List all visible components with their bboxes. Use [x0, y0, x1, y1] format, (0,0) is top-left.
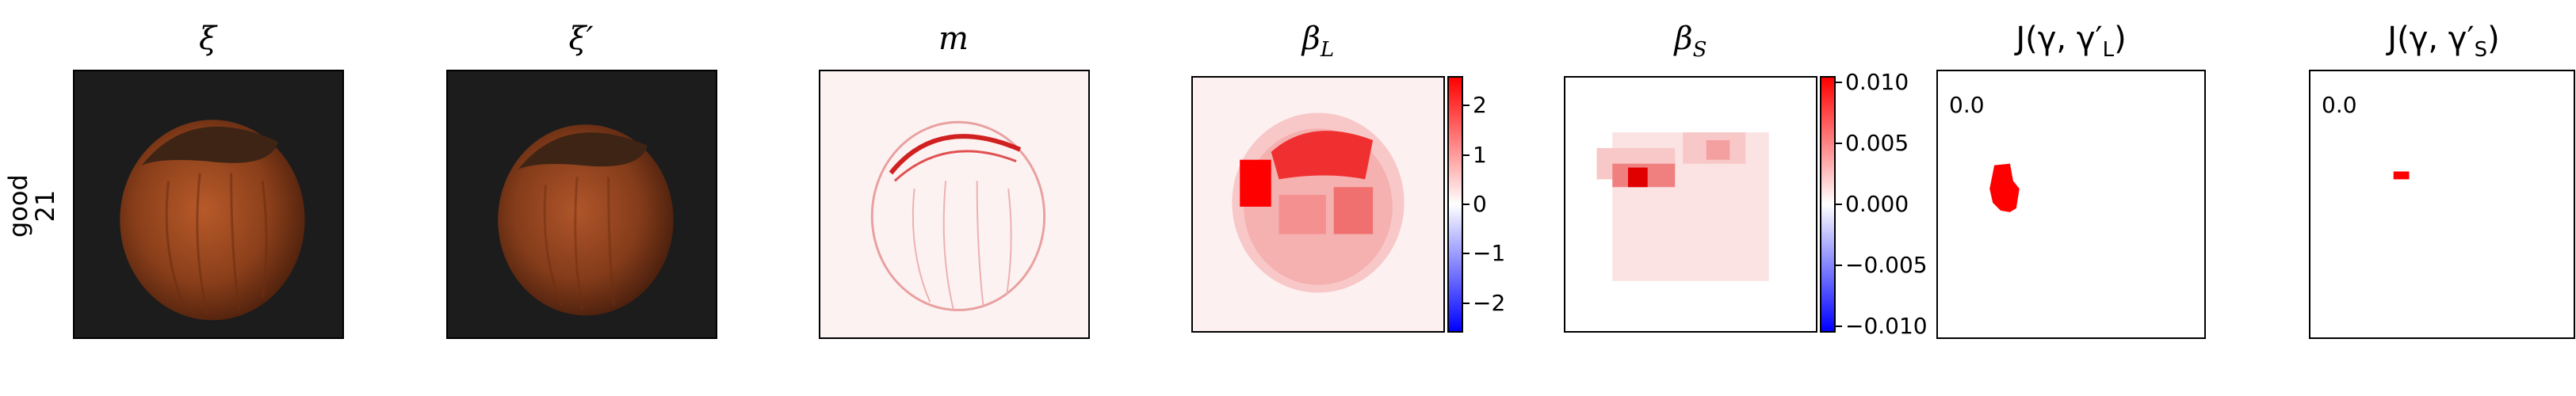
colorbar-l-tick-mark	[1463, 253, 1470, 255]
colorbar-s-tick-mark	[1836, 326, 1842, 328]
panel-title-j-l: J(γ, γ′L)	[2016, 21, 2127, 62]
mask-image	[870, 120, 1046, 311]
colorbar-l	[1447, 76, 1463, 333]
colorbar-s-tick-label: −0.005	[1845, 252, 1928, 279]
panel-title-beta-s: βS	[1674, 21, 1707, 62]
j-s-map	[2393, 171, 2410, 180]
colorbar-l-tick-mark	[1463, 154, 1470, 156]
colorbar-s-tick-mark	[1836, 204, 1842, 205]
beta-l-panel	[1191, 76, 1445, 333]
j-s-panel: 0.0	[2309, 70, 2575, 339]
j-l-score: 0.0	[1949, 92, 1985, 118]
colorbar-l-tick-mark	[1463, 105, 1470, 107]
hazelnut-image	[120, 120, 305, 321]
colorbar-l-tick-mark	[1463, 302, 1470, 304]
panel-title-xi-prime: ξ′	[568, 21, 594, 57]
panel-title-beta-l: βL	[1301, 21, 1335, 62]
beta-l-heatmap	[1232, 112, 1405, 293]
colorbar-l-tick-label: 2	[1473, 92, 1487, 119]
j-l-map	[1989, 163, 2020, 212]
beta-s-heatmap	[1596, 132, 1769, 281]
colorbar-l-tick-label: −1	[1473, 240, 1506, 267]
panel-title-j-s: J(γ, γ′S)	[2387, 21, 2500, 62]
colorbar-l-tick-mark	[1463, 204, 1470, 205]
row-label-line1: good	[3, 174, 33, 238]
colorbar-s-tick-mark	[1836, 142, 1842, 144]
hazelnut-image-reconstructed	[498, 124, 674, 316]
row-label: good 21	[3, 174, 60, 238]
beta-s-panel	[1564, 76, 1817, 333]
colorbar-l-tick-label: −2	[1473, 289, 1506, 316]
panel-title-xi: ξ	[198, 21, 217, 57]
colorbar-s-tick-label: 0.005	[1845, 129, 1909, 156]
j-l-panel: 0.0	[1936, 70, 2206, 339]
colorbar-s-tick-mark	[1836, 265, 1842, 267]
colorbar-s-tick-mark	[1836, 81, 1842, 83]
colorbar-s	[1820, 76, 1836, 333]
image-reconstructed	[446, 70, 717, 339]
colorbar-l-tick-label: 1	[1473, 141, 1487, 168]
image-original	[73, 70, 344, 339]
colorbar-l-tick-label: 0	[1473, 191, 1487, 217]
colorbar-s-tick-label: 0.000	[1845, 191, 1909, 217]
colorbar-s-tick-label: 0.010	[1845, 68, 1909, 95]
row-label-line2: 21	[30, 189, 60, 223]
panel-title-m: m	[938, 21, 969, 57]
j-s-score: 0.0	[2322, 92, 2357, 118]
mask-panel	[819, 70, 1090, 339]
colorbar-s-tick-label: −0.010	[1845, 313, 1928, 340]
